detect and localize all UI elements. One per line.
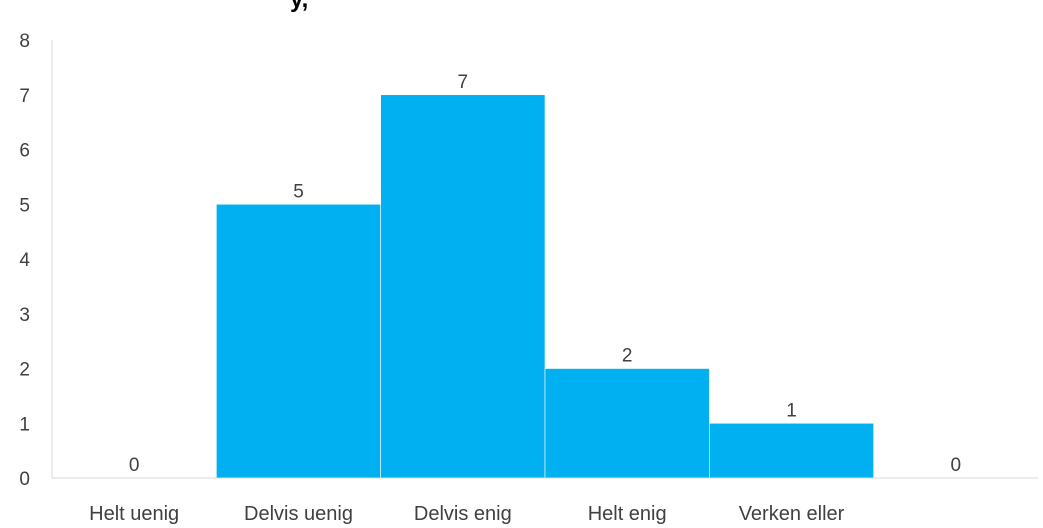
data-label-1: 5 (293, 181, 304, 202)
x-category-label-2: Delvis enig (414, 503, 512, 525)
x-category-label-1: Delvis uenig (244, 503, 353, 525)
data-label-3: 2 (622, 346, 633, 367)
y-tick-label-3: 3 (19, 305, 30, 326)
bar-1 (216, 203, 381, 479)
y-tick-label-8: 8 (19, 31, 30, 52)
x-category-label-4: Verken eller (739, 503, 845, 525)
y-tick-label-0: 0 (19, 469, 30, 490)
y-tick-label-4: 4 (19, 250, 30, 271)
x-category-label-0: Helt uenig (89, 503, 179, 525)
bar-2 (380, 94, 546, 479)
chart-title: y, (290, 0, 308, 14)
data-label-4: 1 (786, 400, 797, 421)
bar-3 (544, 368, 710, 479)
data-label-0: 0 (129, 455, 140, 476)
data-label-5: 0 (951, 455, 962, 476)
y-tick-label-5: 5 (19, 195, 30, 216)
y-tick-label-6: 6 (19, 141, 30, 162)
y-tick-label-7: 7 (19, 86, 30, 107)
x-category-label-3: Helt enig (588, 503, 667, 525)
bar-4 (709, 422, 874, 479)
data-label-2: 7 (458, 72, 469, 93)
y-tick-label-2: 2 (19, 360, 30, 381)
y-tick-label-1: 1 (19, 414, 30, 435)
